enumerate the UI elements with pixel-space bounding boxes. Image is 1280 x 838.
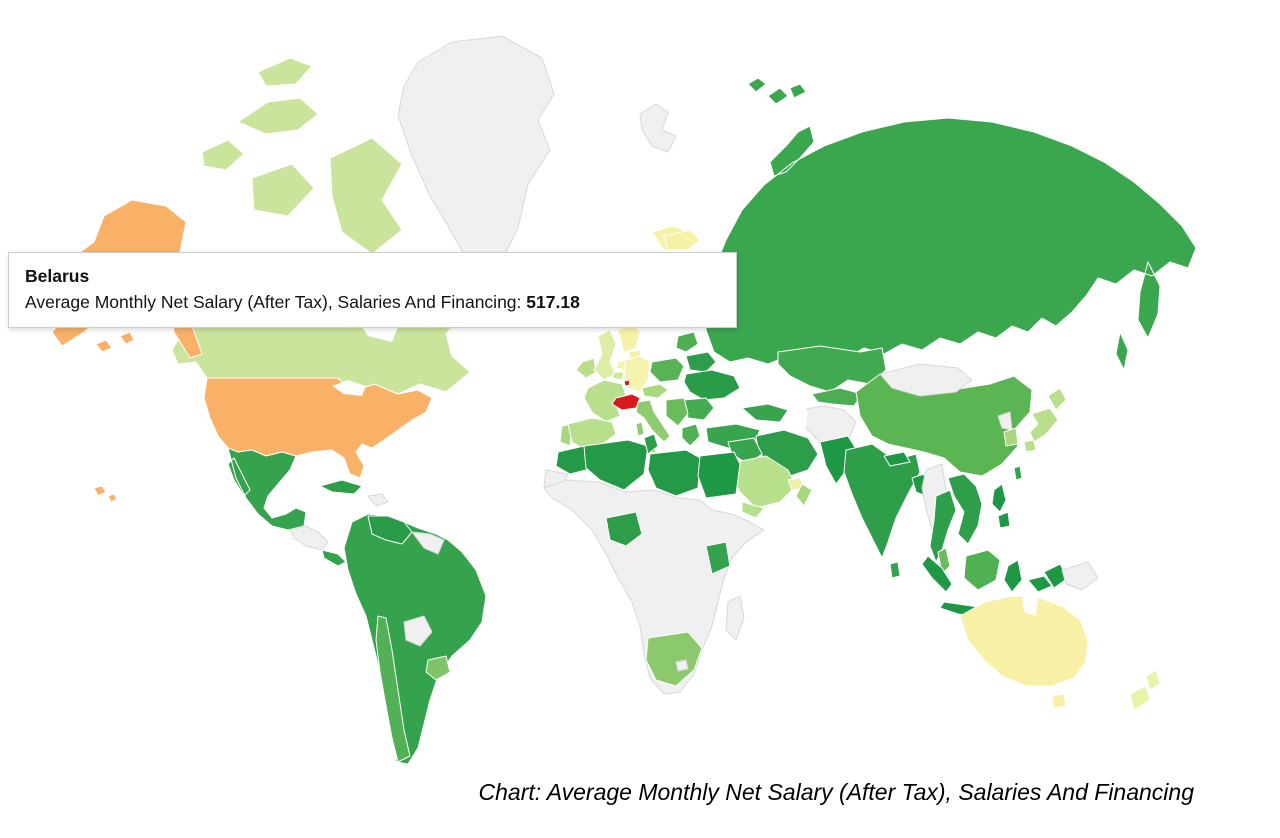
region-algeria[interactable] (583, 439, 649, 491)
region-germany[interactable] (623, 355, 651, 393)
region-africa-subsaharan[interactable] (543, 479, 765, 695)
region-guyanas[interactable] (411, 531, 445, 555)
region-baltics[interactable] (675, 331, 699, 353)
tooltip-separator: : (516, 292, 527, 313)
region-netherlands[interactable] (615, 359, 627, 371)
region-kazakhstan[interactable] (777, 345, 887, 393)
region-indochina[interactable] (947, 473, 983, 545)
region-nepal[interactable] (883, 451, 911, 467)
region-chile[interactable] (375, 615, 411, 763)
region-uk[interactable] (593, 329, 617, 381)
region-japan[interactable] (1023, 387, 1067, 453)
region-hawaii[interactable] (93, 485, 118, 503)
region-sri-lanka[interactable] (889, 561, 901, 579)
gulf-carpentaria-water (1022, 596, 1038, 616)
region-venezuela[interactable] (367, 515, 413, 545)
region-libya[interactable] (647, 449, 701, 497)
region-caucasus[interactable] (741, 403, 789, 423)
region-egypt[interactable] (697, 451, 741, 499)
chart-caption: Chart: Average Monthly Net Salary (After… (478, 779, 1194, 805)
region-south-korea[interactable] (1003, 427, 1019, 447)
region-belarus[interactable] (685, 351, 717, 373)
region-kenya[interactable] (705, 541, 731, 575)
region-costa-rica-panama[interactable] (321, 549, 347, 567)
region-yemen[interactable] (741, 501, 765, 519)
region-belgium[interactable] (611, 371, 625, 381)
region-mexico[interactable] (227, 447, 307, 531)
region-uruguay[interactable] (425, 655, 451, 681)
region-nigeria[interactable] (605, 511, 643, 547)
region-canada-arctic-islands[interactable] (201, 57, 403, 255)
region-papua-new-guinea[interactable] (1061, 561, 1099, 591)
great-lakes-water (332, 380, 366, 396)
region-austria-czechia[interactable] (641, 383, 669, 399)
region-hispaniola[interactable] (367, 493, 389, 507)
region-spain[interactable] (567, 417, 617, 449)
region-poland[interactable] (649, 357, 685, 383)
region-new-zealand[interactable] (1129, 669, 1161, 711)
region-tunisia[interactable] (643, 433, 659, 455)
map-tooltip: Belarus Average Monthly Net Salary (Afte… (8, 252, 737, 328)
region-france[interactable] (583, 379, 627, 423)
region-balkans[interactable] (665, 397, 689, 427)
region-russia[interactable] (705, 77, 1197, 371)
region-east-indonesia[interactable] (1027, 575, 1053, 593)
region-paraguay[interactable] (403, 615, 433, 647)
region-lesotho[interactable] (675, 659, 689, 672)
region-cuba[interactable] (319, 479, 363, 495)
region-sumatra[interactable] (921, 555, 953, 593)
tooltip-country-name: Belarus (25, 266, 90, 286)
region-uzbekistan-kyrgyzstan[interactable] (811, 387, 863, 407)
tooltip-metric-label: Average Monthly Net Salary (After Tax), … (25, 292, 517, 313)
region-south-africa[interactable] (645, 631, 703, 687)
region-luxembourg[interactable] (623, 379, 631, 387)
caspian-sea-water (788, 396, 808, 436)
region-svalbard[interactable] (639, 103, 677, 153)
region-romania-bulgaria[interactable] (683, 397, 715, 421)
region-australia[interactable] (959, 595, 1089, 687)
region-greenland[interactable] (397, 35, 555, 293)
region-borneo[interactable] (963, 549, 1001, 591)
region-taiwan[interactable] (1013, 465, 1023, 481)
tooltip-metric-line: Average Monthly Net Salary (After Tax), … (25, 289, 720, 315)
region-greece[interactable] (681, 423, 701, 447)
region-ireland[interactable] (575, 357, 597, 379)
region-tasmania[interactable] (1051, 693, 1067, 709)
region-mongolia[interactable] (879, 363, 973, 397)
world-map (51, 35, 1197, 765)
tooltip-value: 517.18 (526, 292, 580, 313)
region-switzerland[interactable] (611, 393, 641, 411)
region-ukraine[interactable] (683, 369, 741, 401)
region-central-america[interactable] (289, 525, 329, 551)
region-sulawesi[interactable] (1003, 559, 1023, 593)
region-philippines[interactable] (991, 483, 1011, 529)
region-madagascar[interactable] (725, 595, 745, 641)
region-oman[interactable] (795, 483, 813, 507)
